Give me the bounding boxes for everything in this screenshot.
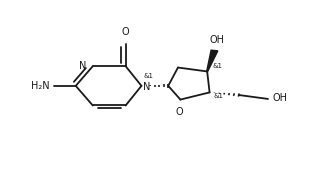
Text: OH: OH <box>209 35 225 45</box>
Text: &1: &1 <box>143 73 154 79</box>
Text: OH: OH <box>272 93 287 103</box>
Text: N: N <box>79 61 87 71</box>
Text: O: O <box>122 27 129 37</box>
Text: N: N <box>143 81 151 91</box>
Text: &1: &1 <box>214 93 224 99</box>
Text: O: O <box>175 107 183 117</box>
Text: H₂N: H₂N <box>31 81 50 91</box>
Text: &1: &1 <box>213 63 223 69</box>
Polygon shape <box>207 50 218 72</box>
